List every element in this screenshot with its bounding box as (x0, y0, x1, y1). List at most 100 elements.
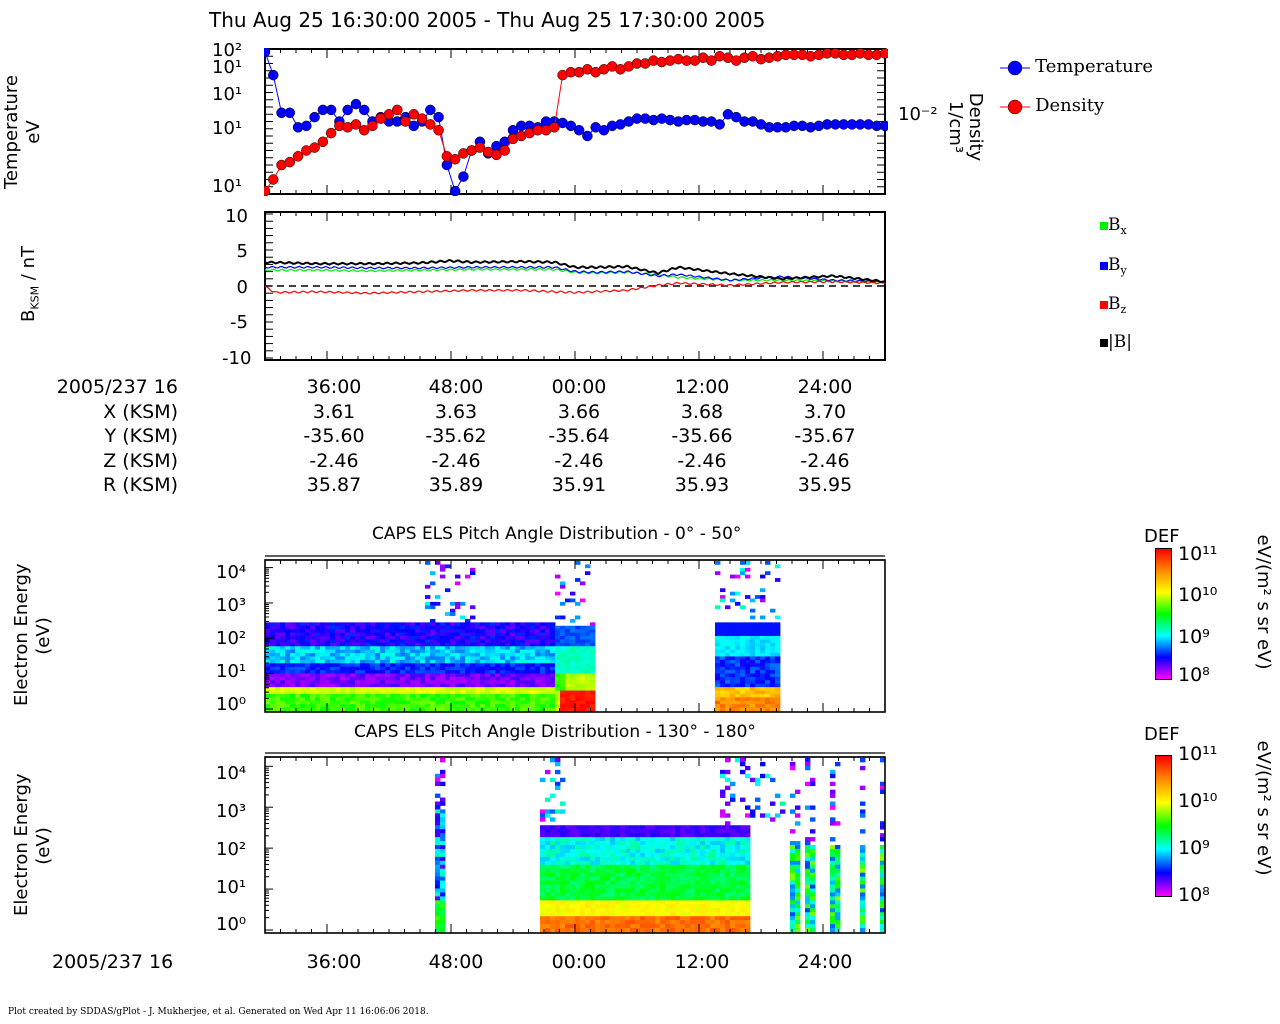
spectrogram-cell (565, 892, 571, 897)
spectrogram-cell (360, 646, 366, 651)
spectrogram-cell (565, 632, 571, 637)
spectrogram-cell (505, 646, 511, 651)
spectrogram-cell (315, 687, 321, 691)
spectrogram-cell (465, 673, 471, 678)
spectrogram-cell (740, 852, 746, 858)
data-point-temperature (573, 124, 585, 136)
spectrogram-cell (320, 656, 326, 661)
spectrogram-cell (300, 659, 306, 664)
spectrogram-cell (455, 707, 461, 712)
spectrogram-cell (405, 700, 411, 705)
spectrogram-cell (570, 856, 576, 862)
spectrogram-cell (410, 670, 416, 674)
spectrogram-cell (580, 860, 586, 866)
spectrogram-cell (550, 777, 556, 783)
spectrogram-cell (660, 841, 666, 846)
spectrogram-cell (495, 683, 501, 688)
spectrogram-cell (830, 781, 836, 787)
spectrogram-cell (270, 649, 276, 654)
spectrogram-cell (575, 876, 581, 881)
spectrogram-cell (725, 848, 731, 854)
spectrogram-cell (725, 845, 731, 850)
spectrogram-cell (400, 649, 406, 654)
spectrogram-cell (440, 928, 446, 933)
spectrogram-cell (585, 825, 591, 830)
spectrogram-cell (735, 845, 741, 850)
spectrogram-cell (735, 758, 741, 763)
spectrogram-cell (540, 632, 546, 637)
spectrogram-cell (490, 646, 496, 651)
spectrogram-cell (390, 697, 396, 702)
spectrogram-cell (265, 653, 271, 657)
spectrogram-cell (760, 632, 766, 637)
spectrogram-cell (580, 656, 586, 661)
spectrogram-cell (680, 825, 686, 830)
spectrogram-cell (730, 656, 736, 661)
spectrogram-cell (535, 639, 541, 644)
spectrogram-cell (500, 690, 506, 695)
spectrogram-cell (695, 884, 701, 889)
spectrogram-cell (340, 663, 346, 668)
spectrogram-cell (435, 860, 441, 866)
spectrogram-cell (860, 900, 866, 905)
spectrogram-cell (690, 864, 696, 870)
spectrogram-cell (365, 639, 371, 644)
spectrogram-cell (570, 697, 576, 702)
spectrogram-cell (810, 777, 816, 783)
spectrogram-cell (355, 649, 361, 654)
spectrogram-cell (625, 884, 631, 889)
spectrogram-cell (720, 653, 726, 657)
spectrogram-cell (605, 833, 611, 838)
spectrogram-cell (590, 636, 596, 640)
spectrogram-cell (550, 793, 556, 798)
spectrogram-cell (805, 924, 811, 929)
spectrogram-cell (605, 876, 611, 881)
data-point-temperature (358, 104, 370, 116)
spectrogram-cell (585, 680, 591, 685)
spectrogram-cell (500, 632, 506, 637)
spectrogram-cell (355, 670, 361, 674)
spectrogram-cell (425, 605, 431, 610)
spectrogram-cell (600, 912, 606, 917)
spectrogram-cell (545, 829, 551, 834)
spectrogram-cell (410, 690, 416, 695)
spectrogram-cell (660, 908, 666, 913)
spectrogram-cell (520, 697, 526, 702)
spectrogram-cell (790, 924, 796, 929)
spectrogram-cell (745, 825, 751, 830)
spectrogram-cell (675, 825, 681, 830)
data-point-temperature (449, 185, 461, 196)
spectrogram-cell (740, 625, 746, 630)
spectrogram-cell (765, 690, 771, 695)
spectrogram-cell (435, 773, 441, 779)
spectrogram-cell (690, 852, 696, 858)
spectrogram-cell (750, 625, 756, 630)
spectrogram-cell (495, 636, 501, 640)
spectrogram-cell (340, 700, 346, 705)
spectrogram-cell (565, 852, 571, 858)
spectrogram-cell (625, 904, 631, 909)
colorbar-label: 10⁹ (1178, 626, 1210, 648)
spectrogram-cell (355, 673, 361, 678)
spectrogram-cell (860, 912, 866, 917)
spectrogram-cell (575, 864, 581, 870)
legend-bz: Bz (1100, 294, 1126, 316)
spectrogram-cell (760, 687, 766, 691)
spectrogram-cell (710, 920, 716, 925)
spectrogram-cell (830, 876, 836, 881)
spectrogram-cell (420, 636, 426, 640)
spectrogram-cell (335, 646, 341, 651)
spectrogram-cell (645, 864, 651, 870)
spectrogram-cell (695, 912, 701, 917)
spectrogram-cell (835, 864, 841, 870)
spectrogram-cell (355, 653, 361, 657)
spectrogram-cell (320, 625, 326, 630)
spectrogram-cell (530, 659, 536, 664)
spectrogram-cell (435, 852, 441, 858)
spectrogram-cell (435, 833, 441, 838)
spectrogram-cell (370, 646, 376, 651)
spectrogram-cell (360, 683, 366, 688)
spectrogram-cell (630, 845, 636, 850)
spectrogram-cell (305, 683, 311, 688)
spectrogram-cell (640, 900, 646, 905)
